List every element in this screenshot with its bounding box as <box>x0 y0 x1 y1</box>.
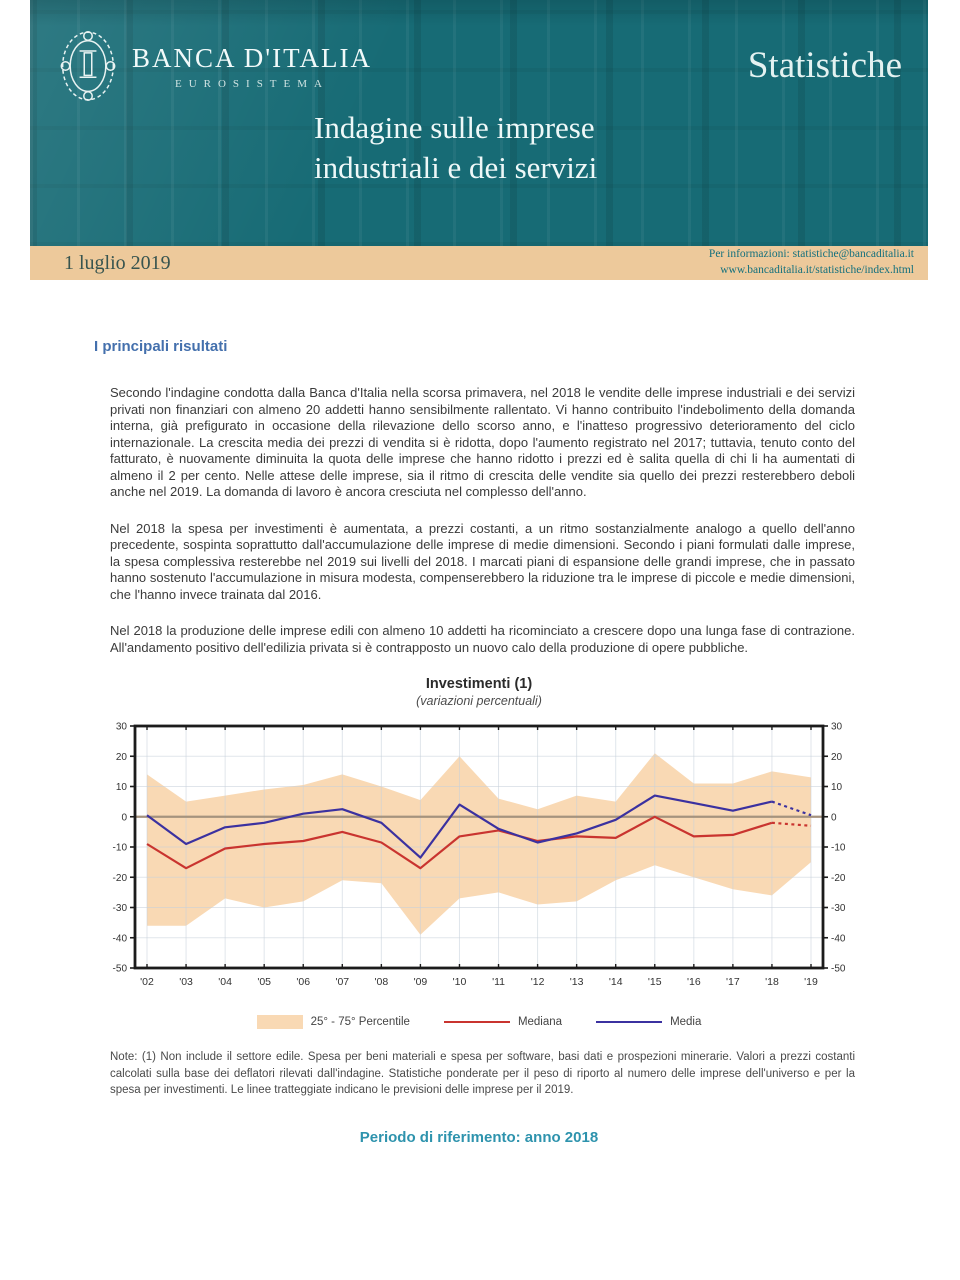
legend-item-percentile: 25° - 75° Percentile <box>256 1015 410 1029</box>
svg-text:'09: '09 <box>414 976 428 988</box>
svg-text:-40: -40 <box>113 933 128 944</box>
svg-text:-50: -50 <box>113 964 128 975</box>
legend-item-media: Media <box>596 1016 701 1028</box>
media-line-swatch-icon <box>596 1020 663 1024</box>
svg-text:-50: -50 <box>831 964 846 975</box>
svg-text:'14: '14 <box>609 976 623 988</box>
svg-text:'06: '06 <box>296 976 310 988</box>
svg-text:30: 30 <box>116 722 128 733</box>
body-copy: Secondo l'indagine condotta dalla Banca … <box>110 385 855 656</box>
svg-text:'12: '12 <box>531 976 545 988</box>
legend-label: Media <box>670 1016 702 1028</box>
chart-title: Investimenti (1) <box>425 676 533 692</box>
svg-text:-10: -10 <box>831 843 846 854</box>
document-title-line1: Indagine sulle imprese <box>314 110 595 145</box>
chart-legend: 25° - 75° Percentile Mediana Media <box>30 1015 928 1029</box>
section-heading: I principali risultati <box>94 338 228 355</box>
svg-text:'02: '02 <box>140 976 154 988</box>
svg-text:'15: '15 <box>648 976 662 988</box>
svg-text:-20: -20 <box>113 873 128 884</box>
date-bar: 1 luglio 2019 Per informazioni: statisti… <box>30 246 928 280</box>
svg-text:30: 30 <box>831 722 843 733</box>
body-paragraph: Secondo l'indagine condotta dalla Banca … <box>110 385 855 499</box>
svg-text:'11: '11 <box>492 976 505 988</box>
brand-row: BANCA D'ITALIA EUROSISTEMA <box>30 0 928 104</box>
svg-text:10: 10 <box>831 782 843 793</box>
svg-text:'17: '17 <box>726 976 740 988</box>
svg-text:'19: '19 <box>804 976 818 988</box>
chart-subtitle: (variazioni percentuali) <box>416 694 542 708</box>
svg-text:'07: '07 <box>335 976 349 988</box>
svg-text:-10: -10 <box>113 843 128 854</box>
svg-text:'04: '04 <box>218 976 232 988</box>
svg-text:-20: -20 <box>831 873 846 884</box>
brand-name: BANCA D'ITALIA <box>132 42 372 73</box>
brand-text: BANCA D'ITALIA EUROSISTEMA <box>132 43 372 90</box>
brand-subtitle: EUROSISTEMA <box>174 77 329 90</box>
publication-name: Statistiche <box>747 45 902 86</box>
legend-label: Mediana <box>517 1016 563 1028</box>
svg-text:'08: '08 <box>375 976 389 988</box>
svg-text:20: 20 <box>116 752 128 763</box>
publication-date: 1 luglio 2019 <box>64 251 171 274</box>
svg-text:0: 0 <box>121 812 127 823</box>
percentile-band-swatch-icon <box>256 1015 303 1029</box>
body-paragraph: Nel 2018 la spesa per investimenti è aum… <box>110 520 855 602</box>
svg-text:-30: -30 <box>831 903 846 914</box>
svg-text:'13: '13 <box>570 976 584 988</box>
statistics-url-link[interactable]: www.bancaditalia.it/statistiche/index.ht… <box>720 264 914 276</box>
svg-text:10: 10 <box>116 782 128 793</box>
svg-text:-30: -30 <box>113 903 128 914</box>
banca-italia-seal-icon <box>58 28 118 104</box>
contact-email-link[interactable]: Per informazioni: statistiche@bancadital… <box>708 248 914 261</box>
svg-text:'10: '10 <box>453 976 467 988</box>
chart-note: Note: (1) Non include il settore edile. … <box>110 1051 855 1097</box>
chart-canvas-wrap: -50 -50 -40 -40 -30 -30 -20 -20 -10 -10 0 0 10 10 20 20… <box>30 716 928 1013</box>
svg-text:'03: '03 <box>179 976 193 988</box>
contact-info: Per informazioni: statistiche@bancadital… <box>709 247 914 278</box>
document-title: Indagine sulle imprese industriali e dei… <box>314 108 597 189</box>
svg-text:-40: -40 <box>831 933 846 944</box>
chart-block: Investimenti (1) (variazioni percentuali… <box>30 676 928 1029</box>
investimenti-chart: -50 -50 -40 -40 -30 -30 -20 -20 -10 -10 0 0 10 10 20 20… <box>113 722 846 989</box>
mediana-line-swatch-icon <box>443 1020 510 1024</box>
legend-item-mediana: Mediana <box>443 1016 563 1028</box>
legend-label: 25° - 75° Percentile <box>310 1016 410 1028</box>
header-banner: BANCA D'ITALIA EUROSISTEMA Statistiche I… <box>30 0 928 246</box>
svg-text:0: 0 <box>831 812 837 823</box>
svg-text:'16: '16 <box>687 976 701 988</box>
body-paragraph: Nel 2018 la produzione delle imprese edi… <box>110 623 855 655</box>
reference-period: Periodo di riferimento: anno 2018 <box>359 1129 599 1147</box>
document-title-line2: industriali e dei servizi <box>314 150 598 186</box>
svg-text:20: 20 <box>831 752 843 763</box>
svg-text:'18: '18 <box>765 976 779 988</box>
svg-text:'05: '05 <box>257 976 271 988</box>
